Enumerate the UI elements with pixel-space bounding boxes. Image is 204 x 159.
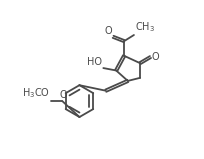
Text: O: O (59, 90, 67, 100)
Text: CH$_3$: CH$_3$ (135, 21, 155, 34)
Text: O: O (152, 52, 159, 62)
Text: O: O (104, 26, 112, 36)
Text: HO: HO (87, 57, 102, 67)
Text: H$_3$CO: H$_3$CO (22, 87, 50, 100)
